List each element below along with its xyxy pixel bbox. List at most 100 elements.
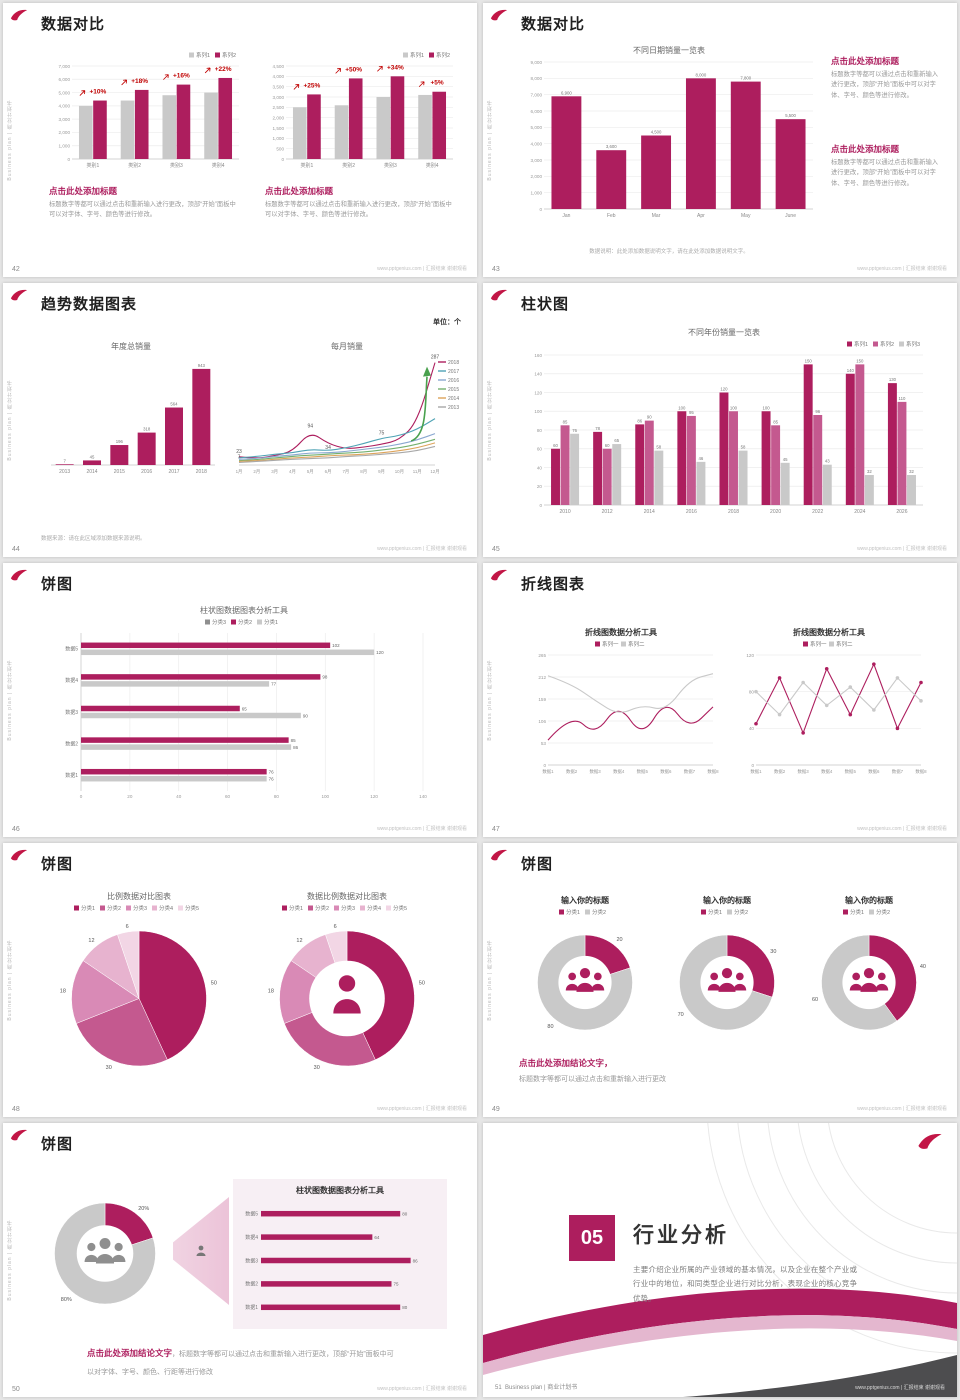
slide-51[interactable]: 05 行业分析 主要介绍企业所属的产业领域的基本情况，以及企业在整个产业或行业中…	[483, 1123, 957, 1397]
brand-logo-icon	[490, 849, 508, 862]
annual-sales-bar-chart: 年度总销量 2013 2014 2015 2016 2017 2018 7 45 196 318 56…	[41, 339, 221, 477]
svg-text:+22%: +22%	[215, 66, 232, 73]
svg-text:0: 0	[539, 207, 542, 212]
svg-text:数据5: 数据5	[637, 768, 649, 775]
svg-text:18: 18	[268, 989, 274, 995]
svg-text:100: 100	[678, 405, 686, 410]
slide-46[interactable]: Business plan | 商业计划书 饼图 柱状图数据图表分析工具 分类3 分…	[3, 563, 477, 837]
page-number: 46	[12, 826, 20, 833]
slide-49[interactable]: Business plan | 商业计划书 饼图 输入你的标题 分类1 分类2 20 8…	[483, 843, 957, 1117]
brand-logo-icon	[10, 569, 28, 582]
block-heading: 点击此处添加标题	[49, 186, 118, 196]
svg-text:100: 100	[762, 405, 770, 410]
block-heading: 点击此处添加标题	[831, 56, 900, 66]
svg-text:6: 6	[126, 924, 129, 930]
analysis-panel: 柱状图数据图表分析工具 数据5 80 数据4 64 数据3 86 数据2 75 数据1 80	[233, 1179, 447, 1329]
svg-text:2,500: 2,500	[273, 105, 285, 110]
slide-44[interactable]: Business plan | 商业计划书 趋势数据图表 单位：个 年度总销量 2…	[3, 283, 477, 557]
person-icon	[196, 1245, 206, 1256]
svg-text:数据4: 数据4	[821, 768, 833, 775]
svg-text:2024: 2024	[854, 509, 865, 515]
donut-chart: 数据比例数据对比图表 分类1 分类2 分类3 分类4 分类5 50 30 18 12 6	[247, 889, 447, 1079]
svg-text:40: 40	[749, 726, 755, 731]
svg-text:系列1: 系列1	[196, 51, 210, 59]
svg-text:86: 86	[637, 418, 642, 423]
svg-text:4,500: 4,500	[273, 64, 285, 69]
svg-text:3月: 3月	[271, 469, 278, 475]
svg-text:45: 45	[783, 457, 788, 462]
svg-text:June: June	[785, 213, 796, 219]
text-block-left: 点击此处添加标题 标题数字等都可以通过点击和重新输入进行更改，顶部“开始”面板中…	[49, 185, 239, 221]
svg-text:159: 159	[538, 697, 546, 702]
slide-42[interactable]: Business plan | 商业计划书 数据对比 系列1 系列2 0 1,000 2…	[3, 3, 477, 277]
text-block-top: 点击此处添加标题 标题数字等都可以通过点击和重新输入进行更改，顶部“开始”面板中…	[831, 55, 943, 101]
svg-text:分类1: 分类1	[264, 618, 278, 626]
footer-url: www.pptgenius.com | 汇报结束 谢谢观看	[377, 266, 467, 272]
footer-url: www.pptgenius.com | 汇报结束 谢谢观看	[377, 826, 467, 832]
svg-text:分类2: 分类2	[315, 904, 329, 912]
svg-text:80: 80	[749, 689, 755, 694]
svg-text:140: 140	[419, 794, 427, 799]
svg-text:4,500: 4,500	[651, 130, 662, 135]
svg-text:20: 20	[616, 937, 622, 943]
svg-text:90: 90	[303, 713, 309, 718]
svg-text:+50%: +50%	[345, 66, 362, 73]
svg-text:1,000: 1,000	[273, 136, 285, 141]
slide-title: 数据对比	[521, 16, 586, 33]
svg-text:数据2: 数据2	[566, 768, 578, 775]
svg-text:分类1: 分类1	[566, 908, 580, 916]
horizontal-bar-chart: 柱状图数据图表分析工具 分类3 分类2 分类1 0 20 40 60 80 100 120 140 数据…	[59, 603, 429, 803]
svg-text:60: 60	[537, 447, 543, 452]
svg-text:2017: 2017	[448, 369, 459, 375]
svg-text:分类5: 分类5	[185, 904, 199, 912]
svg-text:2014: 2014	[644, 509, 655, 515]
svg-text:2022: 2022	[812, 509, 823, 515]
svg-text:65: 65	[614, 438, 619, 443]
svg-text:98: 98	[322, 675, 328, 680]
svg-text:6,000: 6,000	[59, 77, 71, 82]
svg-text:45: 45	[90, 454, 95, 459]
svg-text:4,000: 4,000	[531, 141, 543, 146]
svg-text:0: 0	[539, 503, 542, 508]
svg-text:类别1: 类别1	[300, 162, 313, 169]
svg-text:20%: 20%	[138, 1206, 149, 1212]
slide-43[interactable]: Business plan | 商业计划书 数据对比 不同日期销量一览表 0 1,0…	[483, 3, 957, 277]
page-number: 47	[492, 826, 500, 833]
slide-47[interactable]: Business plan | 商业计划书 折线图表 折线图数据分析工具 系列一 系…	[483, 563, 957, 837]
svg-text:类别3: 类别3	[384, 162, 397, 169]
footer-url: www.pptgenius.com | 汇报结束 谢谢观看	[377, 546, 467, 552]
svg-text:分类2: 分类2	[734, 908, 748, 916]
svg-text:数据3: 数据3	[590, 768, 602, 775]
svg-text:7月: 7月	[342, 469, 349, 475]
svg-text:分类2: 分类2	[876, 908, 890, 916]
conclusion-strong: 点击此处添加结论文字，	[519, 1058, 613, 1068]
slide-45[interactable]: Business plan | 商业计划书 柱状图 不同年份销量一览表 系列1 系列…	[483, 283, 957, 557]
svg-text:类别4: 类别4	[212, 162, 225, 169]
svg-text:32: 32	[867, 469, 872, 474]
svg-text:110: 110	[899, 396, 906, 401]
slide-title: 折线图表	[521, 576, 586, 593]
svg-text:数据3: 数据3	[65, 709, 78, 716]
decorative-curves	[483, 1123, 957, 1397]
svg-text:76: 76	[269, 776, 275, 781]
svg-text:18: 18	[60, 989, 66, 995]
footer-url: www.pptgenius.com | 汇报结束 谢谢观看	[857, 546, 947, 552]
svg-text:160: 160	[534, 353, 542, 358]
slide-title: 饼图	[41, 856, 74, 873]
svg-text:Mar: Mar	[652, 213, 661, 219]
page-number: 42	[12, 266, 20, 273]
brand-logo-icon	[10, 9, 28, 22]
footer-url: www.pptgenius.com | 汇报结束 谢谢观看	[857, 266, 947, 272]
svg-text:5,000: 5,000	[59, 90, 71, 95]
funnel-connector	[173, 1197, 229, 1305]
svg-text:数据2: 数据2	[774, 768, 786, 775]
sidebar-vertical-text: Business plan | 商业计划书	[7, 99, 13, 181]
slide-50[interactable]: Business plan | 商业计划书 饼图 20% 80% 柱状图数据图表分…	[3, 1123, 477, 1397]
svg-text:8,000: 8,000	[531, 76, 543, 81]
slide-48[interactable]: Business plan | 商业计划书 饼图 比例数据对比图表 分类1 分类2 分…	[3, 843, 477, 1117]
footer-label: Business plan | 商业计划书	[505, 1385, 578, 1391]
svg-text:196: 196	[116, 439, 124, 444]
svg-text:2010: 2010	[559, 509, 570, 515]
footer-url: www.pptgenius.com | 汇报结束 谢谢观看	[377, 1106, 467, 1112]
svg-text:150: 150	[856, 358, 864, 363]
